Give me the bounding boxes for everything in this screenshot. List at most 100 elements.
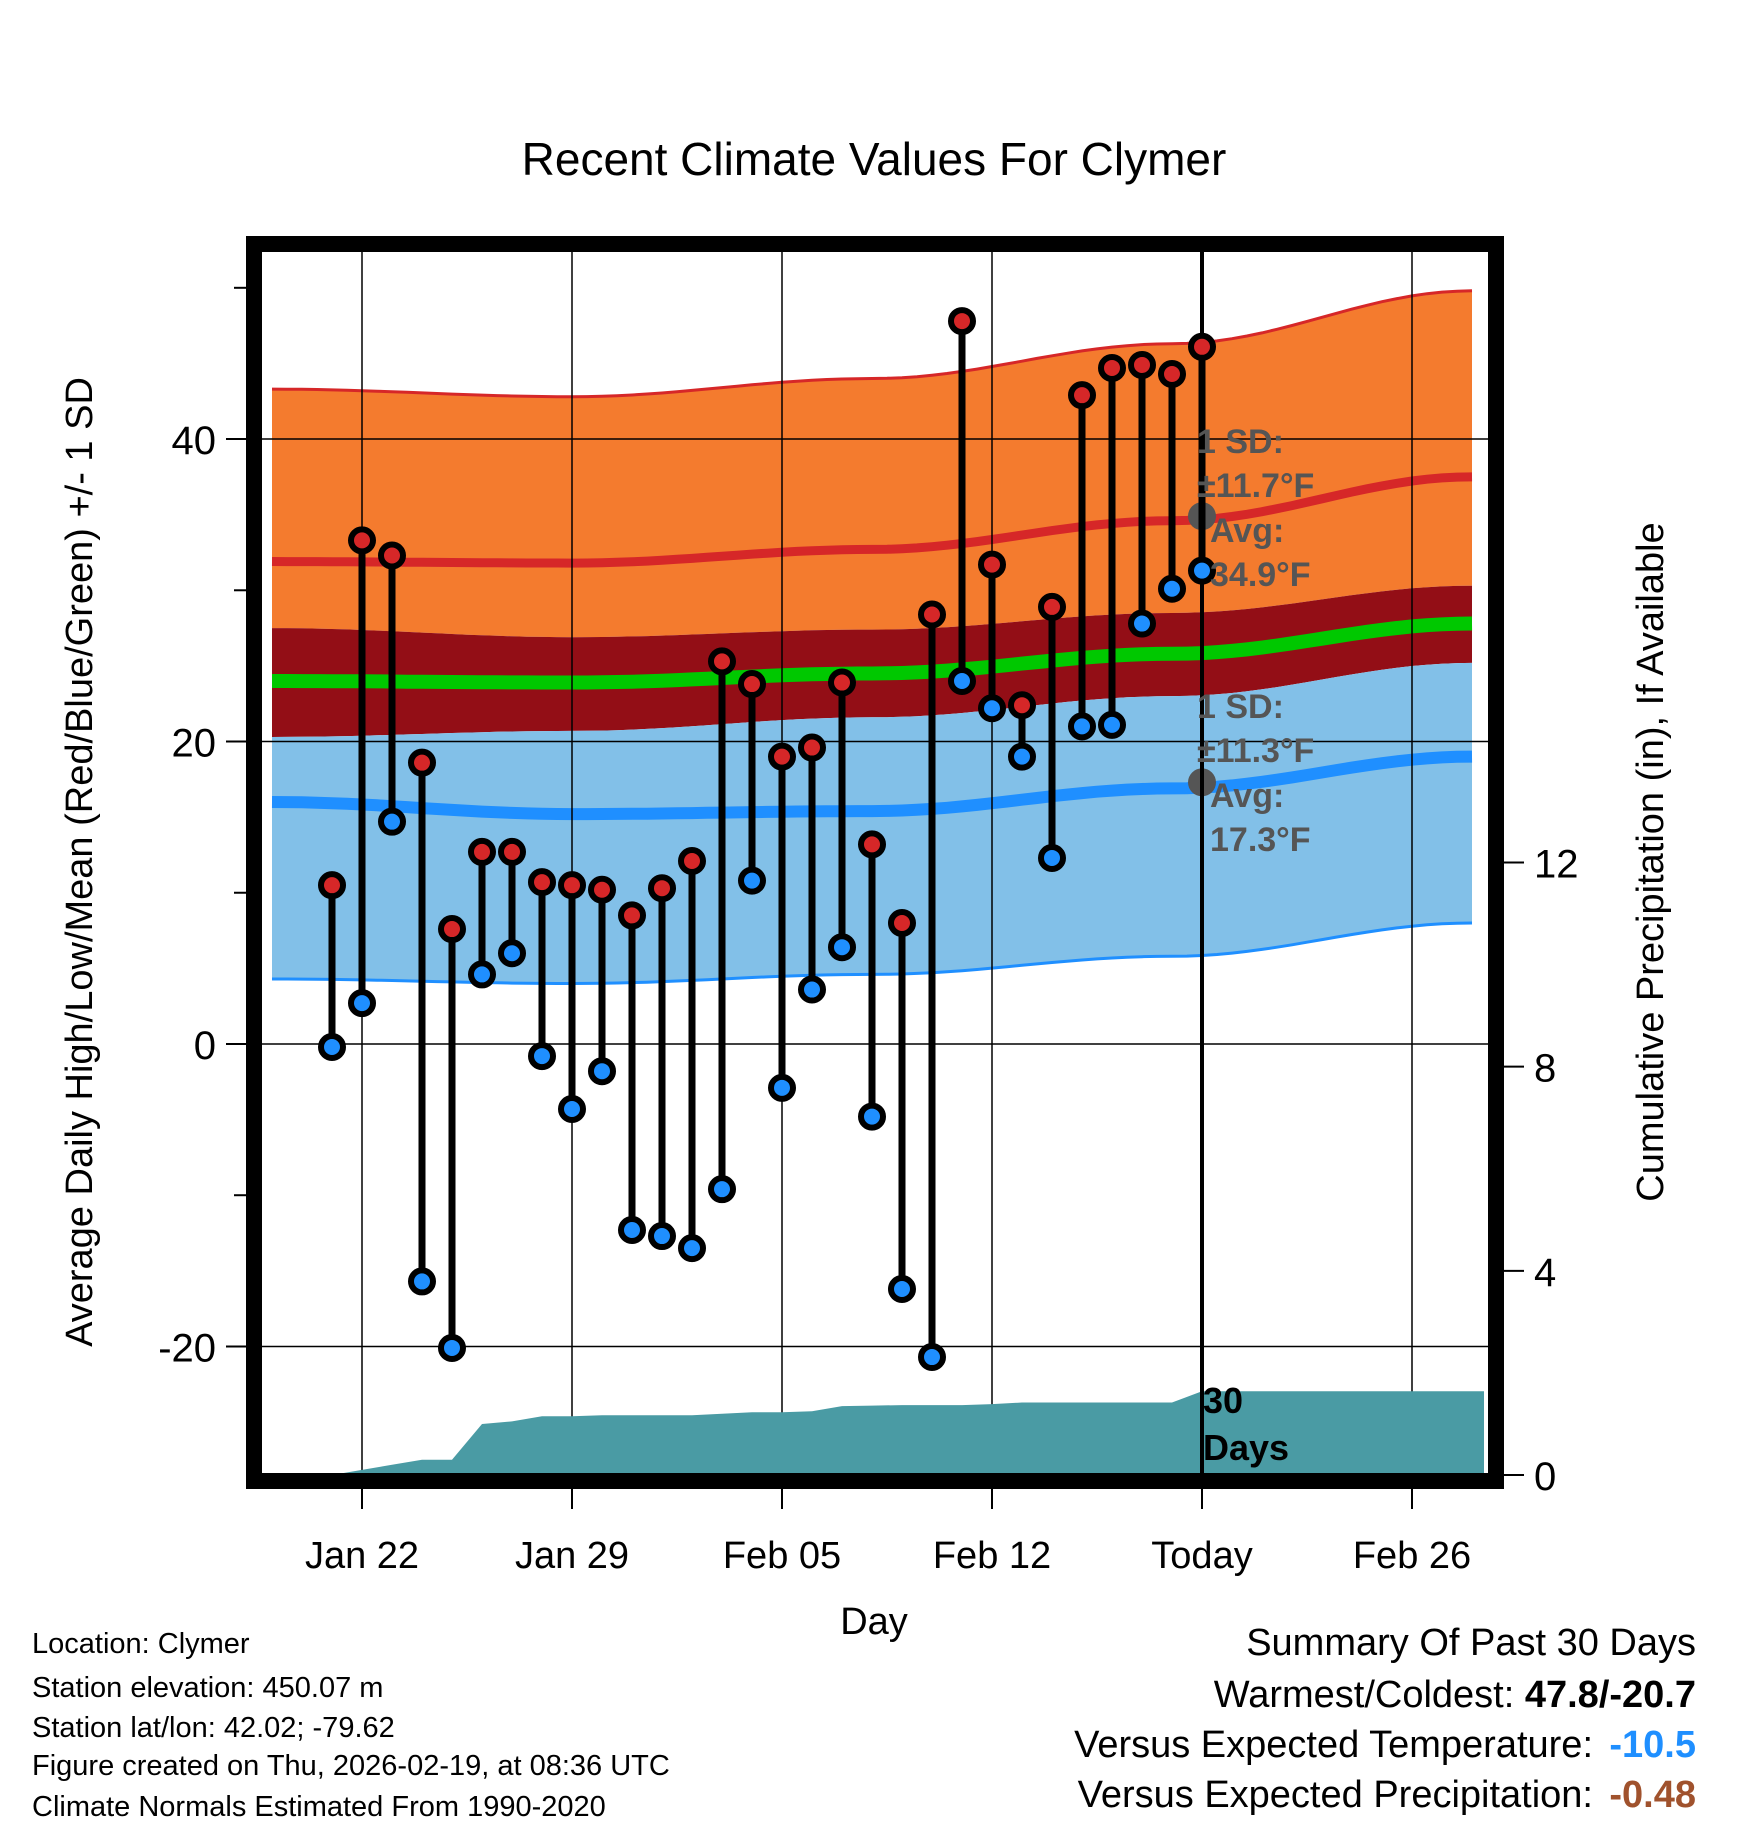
x-tick-label: Feb 12 xyxy=(933,1535,1051,1577)
obs-high-point xyxy=(1068,381,1096,410)
obs-low-point xyxy=(978,694,1006,723)
obs-low-point xyxy=(798,975,826,1004)
y-right-tick-label: 8 xyxy=(1534,1047,1556,1091)
obs-low-point xyxy=(318,1033,346,1062)
x-tick-label: Today xyxy=(1151,1535,1252,1577)
chart-title: Recent Climate Values For Clymer xyxy=(522,133,1227,185)
obs-low-point xyxy=(738,866,766,895)
obs-high-point xyxy=(588,875,616,904)
low-sd-value: ±11.3°F xyxy=(1197,732,1314,770)
days-label-number: 30 xyxy=(1203,1380,1243,1421)
x-tick-label: Feb 26 xyxy=(1353,1535,1471,1577)
obs-low-point xyxy=(1038,843,1066,872)
plot-frame xyxy=(246,236,1504,1489)
obs-high-point xyxy=(498,837,526,866)
precip-area-layer xyxy=(272,1391,1484,1475)
obs-low-point xyxy=(408,1267,436,1296)
obs-high-point xyxy=(648,874,676,903)
low-avg-value: 17.3°F xyxy=(1210,821,1311,859)
days-label-word: Days xyxy=(1203,1427,1289,1468)
normal-high-band-edge xyxy=(271,289,1473,399)
obs-high-point xyxy=(618,901,646,930)
obs-high-point xyxy=(948,307,976,336)
summary-precip-value: -0.48 xyxy=(1609,1774,1696,1816)
obs-high-point xyxy=(858,830,886,859)
obs-high-point xyxy=(828,668,856,697)
obs-high-point xyxy=(408,748,436,777)
obs-low-point xyxy=(438,1333,466,1362)
low-avg-label: Avg: xyxy=(1210,777,1284,815)
y-right-tick-label: 0 xyxy=(1534,1455,1556,1499)
obs-low-point xyxy=(528,1042,556,1071)
obs-low-point xyxy=(918,1343,946,1372)
obs-high-point xyxy=(1128,350,1156,379)
normal-low-line xyxy=(271,750,1473,821)
obs-low-point xyxy=(588,1057,616,1086)
y-tick-label: 0 xyxy=(194,1024,216,1068)
obs-high-point xyxy=(1038,592,1066,621)
normal-high-line xyxy=(271,472,1473,568)
x-tick-label: Jan 29 xyxy=(515,1535,629,1577)
obs-low-point xyxy=(678,1234,706,1263)
obs-high-point xyxy=(348,526,376,555)
obs-low-point xyxy=(888,1274,916,1303)
obs-low-point xyxy=(708,1175,736,1204)
y-right-tick-label: 12 xyxy=(1534,843,1579,887)
normal-mean-line xyxy=(272,616,1473,690)
obs-low-point xyxy=(378,807,406,836)
obs-high-point xyxy=(438,915,466,944)
obs-low-point xyxy=(468,960,496,989)
summary-warm-cold-label: Warmest/Coldest: xyxy=(1213,1674,1515,1716)
obs-high-point xyxy=(528,868,556,897)
obs-high-point xyxy=(558,871,586,900)
obs-low-point xyxy=(1158,574,1186,603)
obs-low-point xyxy=(1128,609,1156,638)
obs-low-point xyxy=(948,667,976,696)
obs-high-point xyxy=(1188,332,1216,361)
x-axis-label: Day xyxy=(840,1601,908,1643)
info-latlon: Station lat/lon: 42.02; -79.62 xyxy=(32,1712,395,1744)
obs-low-point xyxy=(1188,556,1216,585)
obs-high-point xyxy=(1098,353,1126,382)
low-sd-label: 1 SD: xyxy=(1197,688,1284,726)
obs-high-point xyxy=(918,600,946,629)
high-avg-label: Avg: xyxy=(1210,512,1284,550)
obs-low-point xyxy=(498,939,526,968)
info-normals: Climate Normals Estimated From 1990-2020 xyxy=(32,1791,606,1823)
y-right-tick-label: 4 xyxy=(1534,1251,1556,1295)
obs-high-point xyxy=(378,541,406,570)
obs-high-point xyxy=(978,550,1006,579)
high-avg-value: 34.9°F xyxy=(1210,556,1311,594)
obs-low-point xyxy=(1068,712,1096,741)
summary-title: Summary Of Past 30 Days xyxy=(1246,1622,1696,1664)
summary-warm-cold: Warmest/Coldest: 47.8/-20.7 xyxy=(1214,1676,1696,1714)
y-axis-label: Average Daily High/Low/Mean (Red/Blue/Gr… xyxy=(59,377,101,1347)
axes-layer: -20 0 20 40 0 4 8 12 Jan 22 Jan 29 Feb 05 Feb 12 Tod… xyxy=(158,236,1579,1577)
obs-high-point xyxy=(468,837,496,866)
obs-low-point xyxy=(828,933,856,962)
obs-low-point xyxy=(618,1216,646,1244)
x-tick-label: Feb 05 xyxy=(723,1535,841,1577)
y-tick-label: -20 xyxy=(158,1326,216,1370)
obs-high-point xyxy=(678,846,706,875)
obs-high-point xyxy=(768,742,796,771)
x-tick-label: Jan 22 xyxy=(305,1535,419,1577)
high-sd-value: ±11.7°F xyxy=(1197,467,1314,505)
precip-area xyxy=(272,1391,1484,1475)
summary-warm-cold-value: 47.8/-20.7 xyxy=(1524,1674,1696,1716)
obs-high-point xyxy=(888,908,916,937)
y-tick-label: 40 xyxy=(172,419,217,463)
info-elevation: Station elevation: 450.07 m xyxy=(32,1672,384,1704)
obs-high-point xyxy=(318,871,346,900)
y-tick-label: 20 xyxy=(172,722,217,766)
obs-high-point xyxy=(738,670,766,699)
summary-temp-value: -10.5 xyxy=(1609,1724,1696,1766)
high-sd-label: 1 SD: xyxy=(1197,423,1284,461)
obs-high-point xyxy=(1158,360,1186,389)
summary-precip-label: Versus Expected Precipitation: xyxy=(1077,1774,1593,1816)
observations-layer xyxy=(318,307,1216,1372)
obs-high-point xyxy=(1008,691,1036,720)
obs-low-point xyxy=(1098,710,1126,739)
obs-high-point xyxy=(798,733,826,762)
